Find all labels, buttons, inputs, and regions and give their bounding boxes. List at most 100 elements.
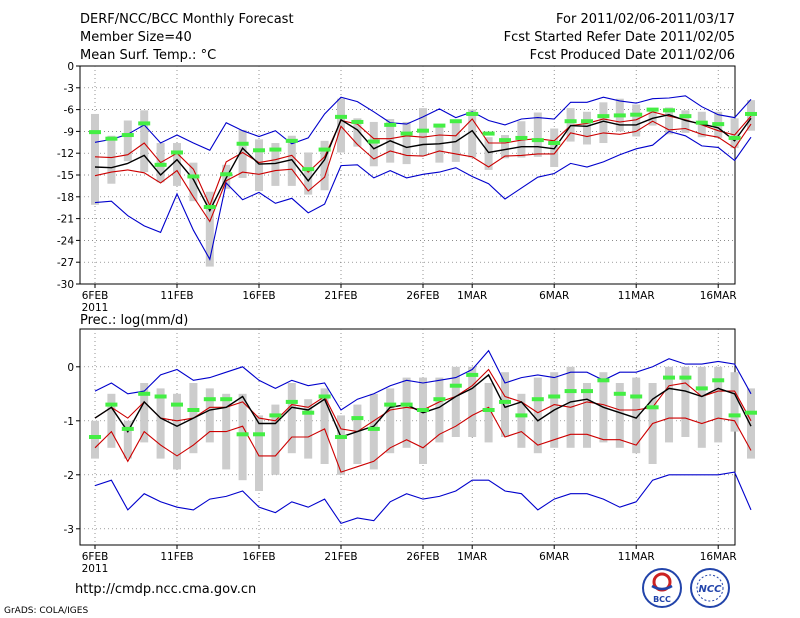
ensemble-marker xyxy=(433,397,446,402)
spread-box xyxy=(632,104,641,137)
ensemble-marker xyxy=(466,111,479,116)
spread-box xyxy=(271,143,280,186)
ensemble-marker xyxy=(613,391,626,396)
spread-box xyxy=(140,110,149,173)
spread-box xyxy=(304,399,313,459)
ensemble-marker xyxy=(400,402,413,407)
spread-box xyxy=(714,366,723,443)
ensemble-marker xyxy=(400,131,413,136)
ensemble-marker xyxy=(105,136,118,141)
spread-box xyxy=(451,366,460,437)
ensemble-marker xyxy=(482,131,495,136)
header-period: For 2011/02/06-2011/03/17 xyxy=(556,12,735,27)
spread-box xyxy=(435,377,444,443)
bcc-logo: BCC xyxy=(642,568,682,608)
temperature-panel: 0 -3 -6 -9 -12 -15 -18 -21 -24 -27 -30 6FEB 11FEB 16F… xyxy=(57,61,757,314)
y-tick-label: -2 xyxy=(64,470,74,482)
spread-box xyxy=(501,372,509,437)
spread-box xyxy=(337,415,345,475)
series-upper-line xyxy=(94,111,752,207)
header-produced: Fcst Produced Date 2011/02/06 xyxy=(530,48,735,63)
spread-box xyxy=(468,109,477,158)
ensemble-marker xyxy=(121,133,134,138)
spread-box xyxy=(271,404,280,475)
ensemble-marker xyxy=(269,413,282,418)
y-tick-label: -15 xyxy=(57,170,74,182)
ensemble-marker xyxy=(154,162,167,167)
y-tick-label: -9 xyxy=(64,126,74,138)
spread-box xyxy=(665,366,673,443)
spread-box xyxy=(238,393,247,481)
ensemble-marker xyxy=(285,399,298,404)
spread-box xyxy=(173,143,181,186)
x-tick-label: 16MAR xyxy=(700,290,737,302)
y-tick-label: -21 xyxy=(57,214,74,226)
x-tick-label: 26FEB xyxy=(406,290,439,302)
y-tick-label: -27 xyxy=(57,257,74,269)
spread-box xyxy=(501,135,509,159)
footer-url[interactable]: http://cmdp.ncc.cma.gov.cn xyxy=(75,582,256,597)
x-tick-label: 11MAR xyxy=(618,290,655,302)
spread-box xyxy=(747,388,755,459)
temp-panel-title: Mean Surf. Temp.: °C xyxy=(80,48,216,63)
ensemble-marker xyxy=(236,432,249,437)
y-tick-label: 0 xyxy=(67,362,74,374)
footer-grads: GrADS: COLA/IGES xyxy=(4,606,88,616)
header-title: DERF/NCC/BCC Monthly Forecast xyxy=(80,12,294,27)
y-tick-label: -3 xyxy=(64,83,74,95)
spread-box xyxy=(91,113,99,205)
spread-box xyxy=(583,111,591,145)
y-tick-label: -18 xyxy=(57,192,74,204)
ensemble-marker xyxy=(745,410,757,415)
ensemble-marker xyxy=(449,383,462,388)
ensemble-marker xyxy=(187,408,200,412)
ensemble-marker xyxy=(203,204,216,209)
ensemble-marker xyxy=(236,141,249,146)
spread-box xyxy=(419,377,427,464)
ensemble-marker xyxy=(171,150,183,155)
ensemble-marker xyxy=(384,402,397,407)
ensemble-marker xyxy=(302,410,315,415)
ensemble-marker xyxy=(367,426,380,431)
x-tick-label: 11FEB xyxy=(160,551,193,563)
ensemble-marker xyxy=(548,141,561,146)
series-max-line xyxy=(94,349,752,411)
plot-frame xyxy=(79,328,736,546)
ensemble-marker xyxy=(121,426,134,431)
ensemble-marker xyxy=(253,432,265,437)
ensemble-marker xyxy=(564,389,577,394)
ensemble-marker xyxy=(318,394,331,399)
x-tick-label: 6FEB xyxy=(82,290,109,302)
spread-box xyxy=(320,388,329,464)
spread-box xyxy=(287,383,296,454)
ensemble-marker xyxy=(597,378,610,383)
y-tick-label: -6 xyxy=(64,105,75,117)
ensemble-marker xyxy=(745,111,757,116)
ensemble-marker xyxy=(138,121,151,126)
ensemble-marker xyxy=(597,114,610,119)
x-year-label: 2011 xyxy=(82,302,109,314)
ensemble-marker xyxy=(269,147,282,152)
ensemble-marker xyxy=(712,122,725,127)
ensemble-marker xyxy=(203,397,216,402)
spread-box xyxy=(665,107,673,135)
ensemble-marker xyxy=(581,389,593,394)
x-tick-label: 1MAR xyxy=(457,290,487,302)
ensemble-marker xyxy=(581,119,593,124)
spread-box xyxy=(369,121,378,167)
ensemble-marker xyxy=(466,372,479,377)
spread-box xyxy=(91,420,99,459)
spread-box xyxy=(517,393,526,448)
prec-panel-title: Prec.: log(mm/d) xyxy=(80,313,188,328)
ensemble-marker xyxy=(630,394,643,399)
ensemble-marker xyxy=(384,122,397,127)
ensemble-marker xyxy=(712,378,725,383)
x-tick-label: 6FEB xyxy=(82,551,109,563)
spread-box xyxy=(173,393,181,470)
spread-box xyxy=(369,393,378,470)
ensemble-marker xyxy=(302,167,315,172)
spread-box xyxy=(484,383,493,443)
spread-box xyxy=(484,137,493,170)
x-tick-label: 26FEB xyxy=(406,551,439,563)
y-tick-label: -24 xyxy=(57,235,74,247)
